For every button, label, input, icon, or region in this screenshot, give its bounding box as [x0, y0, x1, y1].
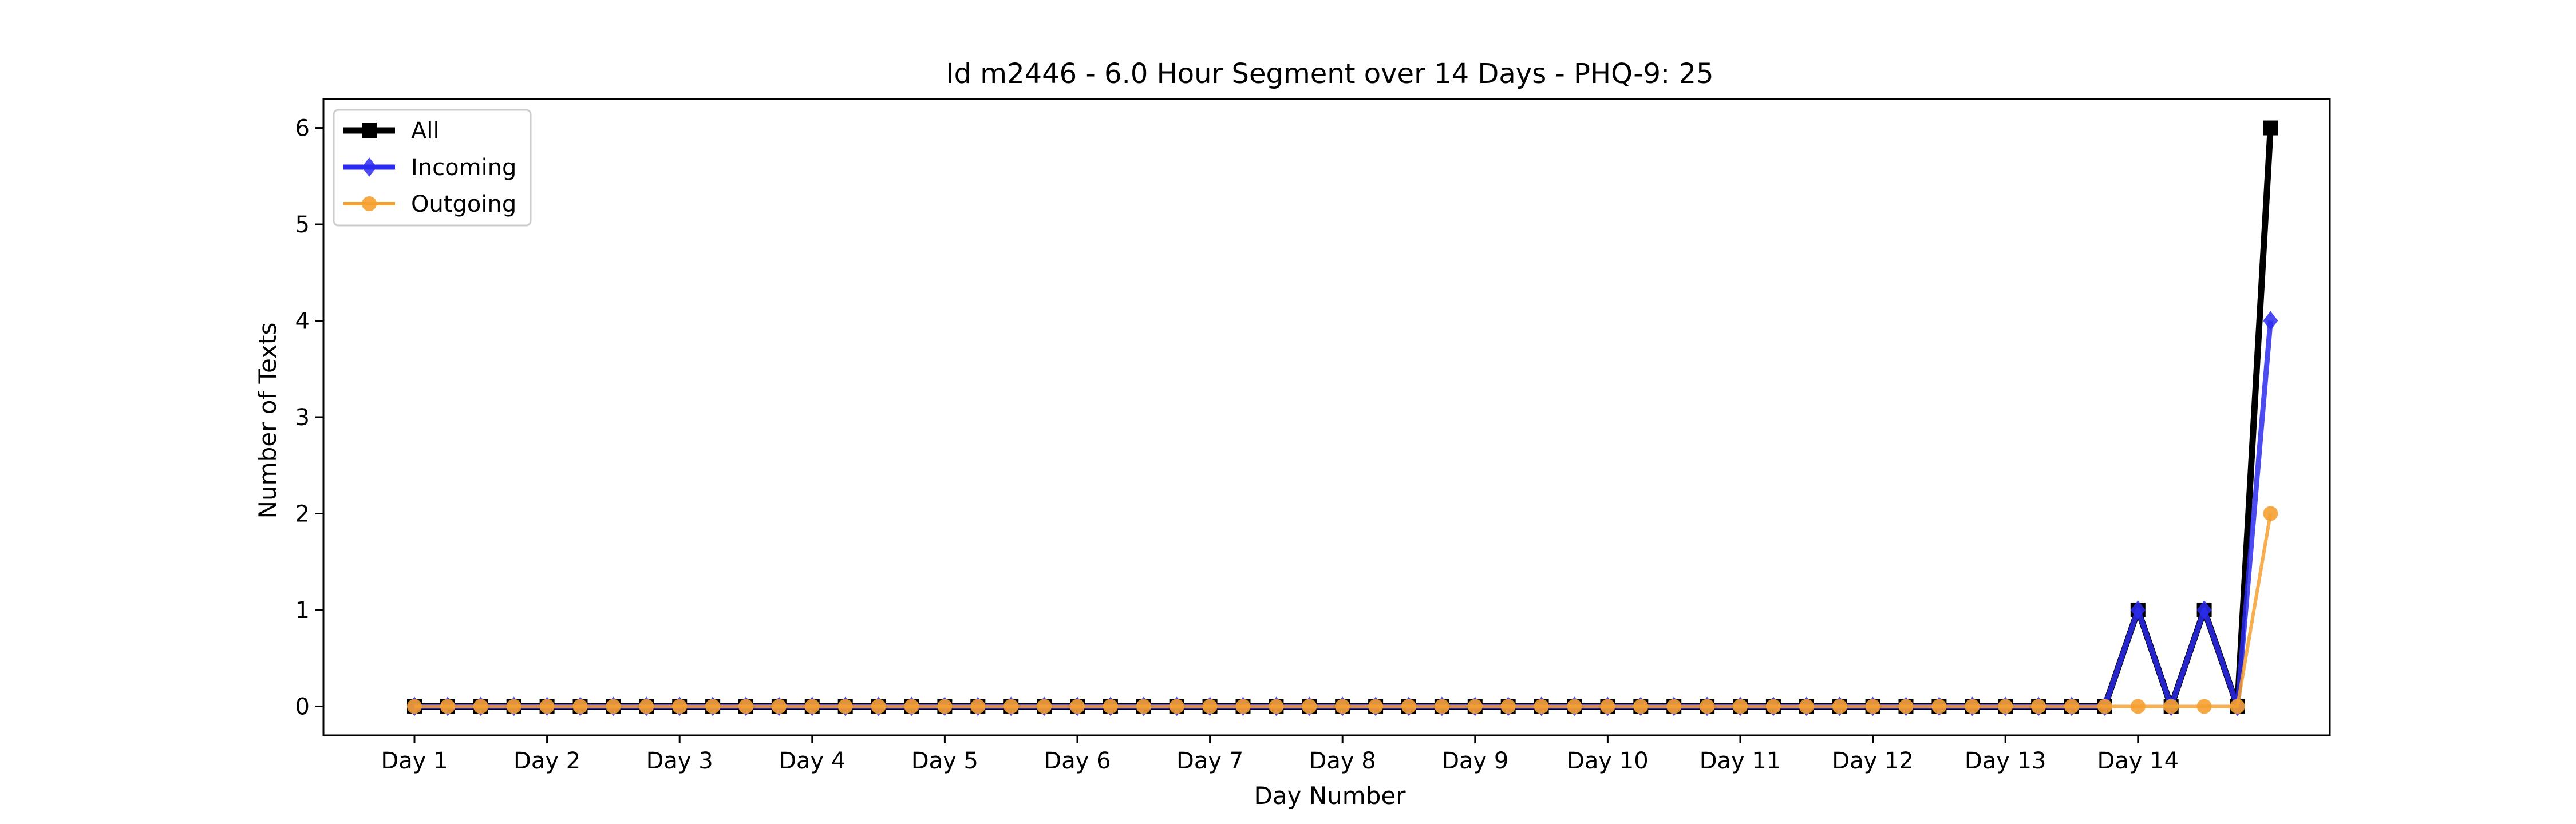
x-tick-label: Day 7 — [1176, 748, 1243, 774]
data-point-outgoing — [837, 699, 853, 714]
data-point-outgoing — [705, 699, 721, 714]
data-point-outgoing — [1136, 699, 1151, 714]
x-tick-label: Day 14 — [2097, 748, 2179, 774]
data-point-outgoing — [2097, 699, 2112, 714]
x-tick-label: Day 5 — [911, 748, 978, 774]
x-tick-label: Day 6 — [1044, 748, 1111, 774]
legend-marker-all — [362, 123, 377, 138]
y-tick-label: 4 — [295, 308, 310, 335]
data-point-outgoing — [572, 699, 588, 714]
x-tick-label: Day 2 — [513, 748, 580, 774]
data-point-incoming — [2263, 311, 2278, 331]
data-point-outgoing — [937, 699, 953, 714]
data-point-outgoing — [970, 699, 986, 714]
data-point-outgoing — [1965, 699, 1980, 714]
data-point-outgoing — [1898, 699, 1914, 714]
data-point-outgoing — [2064, 699, 2079, 714]
data-point-outgoing — [1434, 699, 1449, 714]
x-tick-label: Day 10 — [1567, 748, 1649, 774]
data-point-outgoing — [2263, 506, 2278, 521]
data-point-outgoing — [1235, 699, 1251, 714]
data-point-outgoing — [1335, 699, 1350, 714]
series-line-incoming — [414, 320, 2273, 709]
data-point-outgoing — [1368, 699, 1384, 714]
data-point-outgoing — [606, 699, 621, 714]
legend-marker-incoming — [362, 157, 377, 177]
legend-label-incoming: Incoming — [411, 154, 516, 181]
data-point-outgoing — [1103, 699, 1118, 714]
y-tick-label: 6 — [295, 116, 310, 142]
y-tick-label: 3 — [295, 405, 310, 431]
data-point-all — [2263, 120, 2278, 136]
data-point-outgoing — [1700, 699, 1715, 714]
data-point-outgoing — [2163, 699, 2179, 714]
y-tick-label: 0 — [295, 694, 310, 720]
legend-box — [333, 109, 532, 227]
data-point-outgoing — [771, 699, 787, 714]
x-tick-label: Day 12 — [1832, 748, 1914, 774]
data-point-outgoing — [1401, 699, 1416, 714]
data-point-outgoing — [1765, 699, 1781, 714]
data-point-outgoing — [473, 699, 488, 714]
data-point-outgoing — [440, 699, 455, 714]
x-axis-label: Day Number — [1254, 782, 1406, 810]
data-point-outgoing — [2196, 699, 2212, 714]
plot-area: 0 1 2 3 4 5 6 Day 1 Day 2 Day 3 Day 4 Day 5 Day 6 Day… — [295, 98, 2331, 774]
data-point-outgoing — [904, 699, 919, 714]
x-tick-label: Day 8 — [1309, 748, 1376, 774]
data-point-outgoing — [1534, 699, 1549, 714]
data-point-incoming — [2196, 600, 2212, 620]
x-tick-label: Day 3 — [646, 748, 713, 774]
x-tick-label: Day 11 — [1700, 748, 1781, 774]
data-point-outgoing — [1500, 699, 1516, 714]
data-point-outgoing — [539, 699, 555, 714]
data-point-outgoing — [1733, 699, 1748, 714]
data-point-outgoing — [1832, 699, 1847, 714]
data-point-outgoing — [738, 699, 753, 714]
data-point-outgoing — [871, 699, 886, 714]
series-line-outgoing — [414, 513, 2273, 708]
x-tick-label: Day 9 — [1441, 748, 1508, 774]
series-line-all — [414, 128, 2274, 710]
data-point-outgoing — [1600, 699, 1615, 714]
data-point-outgoing — [1202, 699, 1218, 714]
y-axis-label: Number of Texts — [254, 323, 282, 519]
data-point-outgoing — [1169, 699, 1184, 714]
data-point-outgoing — [1567, 699, 1582, 714]
legend-label-outgoing: Outgoing — [411, 191, 516, 217]
y-tick-label: 2 — [295, 501, 310, 527]
x-tick-label: Day 4 — [779, 748, 846, 774]
x-tick-label: Day 1 — [381, 748, 448, 774]
data-point-outgoing — [1302, 699, 1317, 714]
data-point-outgoing — [1003, 699, 1019, 714]
data-point-outgoing — [1037, 699, 1052, 714]
data-point-outgoing — [2130, 699, 2146, 714]
chart-title: Id m2446 - 6.0 Hour Segment over 14 Days… — [946, 58, 1713, 90]
data-point-outgoing — [1865, 699, 1880, 714]
data-point-outgoing — [506, 699, 521, 714]
legend-marker-outgoing — [362, 196, 377, 211]
data-point-outgoing — [1633, 699, 1649, 714]
data-point-outgoing — [639, 699, 654, 714]
y-tick-label: 5 — [295, 212, 310, 238]
plot-frame — [322, 98, 2331, 736]
y-tick-label: 1 — [295, 597, 310, 624]
legend: All Incoming Outgoing — [333, 109, 532, 227]
data-point-outgoing — [672, 699, 688, 714]
data-point-outgoing — [1269, 699, 1284, 714]
data-point-outgoing — [407, 699, 422, 714]
data-point-incoming — [2130, 600, 2146, 620]
x-tick-label: Day 13 — [1965, 748, 2046, 774]
data-point-outgoing — [1799, 699, 1814, 714]
data-point-outgoing — [1070, 699, 1085, 714]
data-point-outgoing — [1467, 699, 1483, 714]
data-point-outgoing — [1931, 699, 1947, 714]
data-point-outgoing — [2230, 699, 2245, 714]
data-point-outgoing — [2031, 699, 2046, 714]
legend-label-all: All — [411, 118, 440, 144]
data-point-outgoing — [804, 699, 820, 714]
data-point-outgoing — [1666, 699, 1682, 714]
data-point-outgoing — [1998, 699, 2013, 714]
